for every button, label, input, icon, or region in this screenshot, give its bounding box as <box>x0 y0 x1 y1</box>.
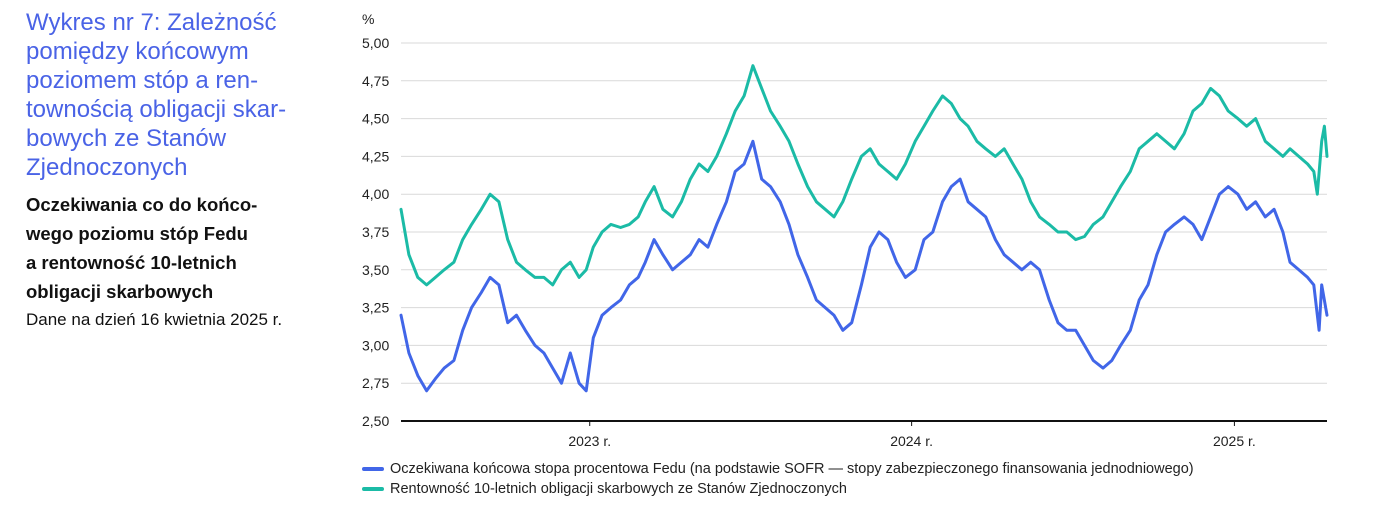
legend-item-ust: Rentowność 10-letnich obligacji skarbowy… <box>362 479 1194 499</box>
header-panel: Wykres nr 7: Zależność pomiędzy końcowym… <box>26 8 326 331</box>
y-tick-label: 3,50 <box>362 262 389 278</box>
x-tick-label: 2024 r. <box>890 433 933 449</box>
x-axis: 2023 r. 2024 r. 2025 r. <box>401 420 1327 449</box>
y-tick-label: 3,00 <box>362 337 389 353</box>
series-line-fed-terminal-rate <box>399 139 1329 393</box>
y-axis-unit: % <box>362 11 374 27</box>
series-line-us-10y-yield <box>399 64 1329 287</box>
y-tick-label: 4,75 <box>362 73 389 89</box>
y-tick-label: 3,75 <box>362 224 389 240</box>
x-tick-label: 2025 r. <box>1213 433 1256 449</box>
y-tick-label: 2,75 <box>362 375 389 391</box>
chart-subtitle: Oczekiwania co do końco- wego poziomu st… <box>26 194 258 302</box>
legend-label-fed: Oczekiwana końcowa stopa procentowa Fedu… <box>390 461 1194 477</box>
legend-swatch-ust <box>362 487 384 491</box>
y-tick-label: 4,25 <box>362 148 389 164</box>
x-tick-label: 2023 r. <box>568 433 611 449</box>
y-tick-labels: 5,00 4,75 4,50 4,25 4,00 3,75 3,50 3,25 3,00 2,75… <box>362 35 389 429</box>
legend-item-fed: Oczekiwana końcowa stopa procentowa Fedu… <box>362 459 1194 479</box>
legend: Oczekiwana końcowa stopa procentowa Fedu… <box>362 459 1194 499</box>
y-tick-label: 2,50 <box>362 413 389 429</box>
series-lines <box>399 64 1329 393</box>
grid-lines <box>401 42 1327 384</box>
legend-label-ust: Rentowność 10-letnich obligacji skarbowy… <box>390 481 847 497</box>
y-tick-label: 4,50 <box>362 111 389 127</box>
y-tick-label: 4,00 <box>362 186 389 202</box>
chart-title: Wykres nr 7: Zależność pomiędzy końcowym… <box>26 9 287 181</box>
data-date-note: Dane na dzień 16 kwietnia 2025 r. <box>26 310 283 329</box>
y-tick-label: 3,25 <box>362 300 389 316</box>
legend-swatch-fed <box>362 467 384 471</box>
y-tick-label: 5,00 <box>362 35 389 51</box>
